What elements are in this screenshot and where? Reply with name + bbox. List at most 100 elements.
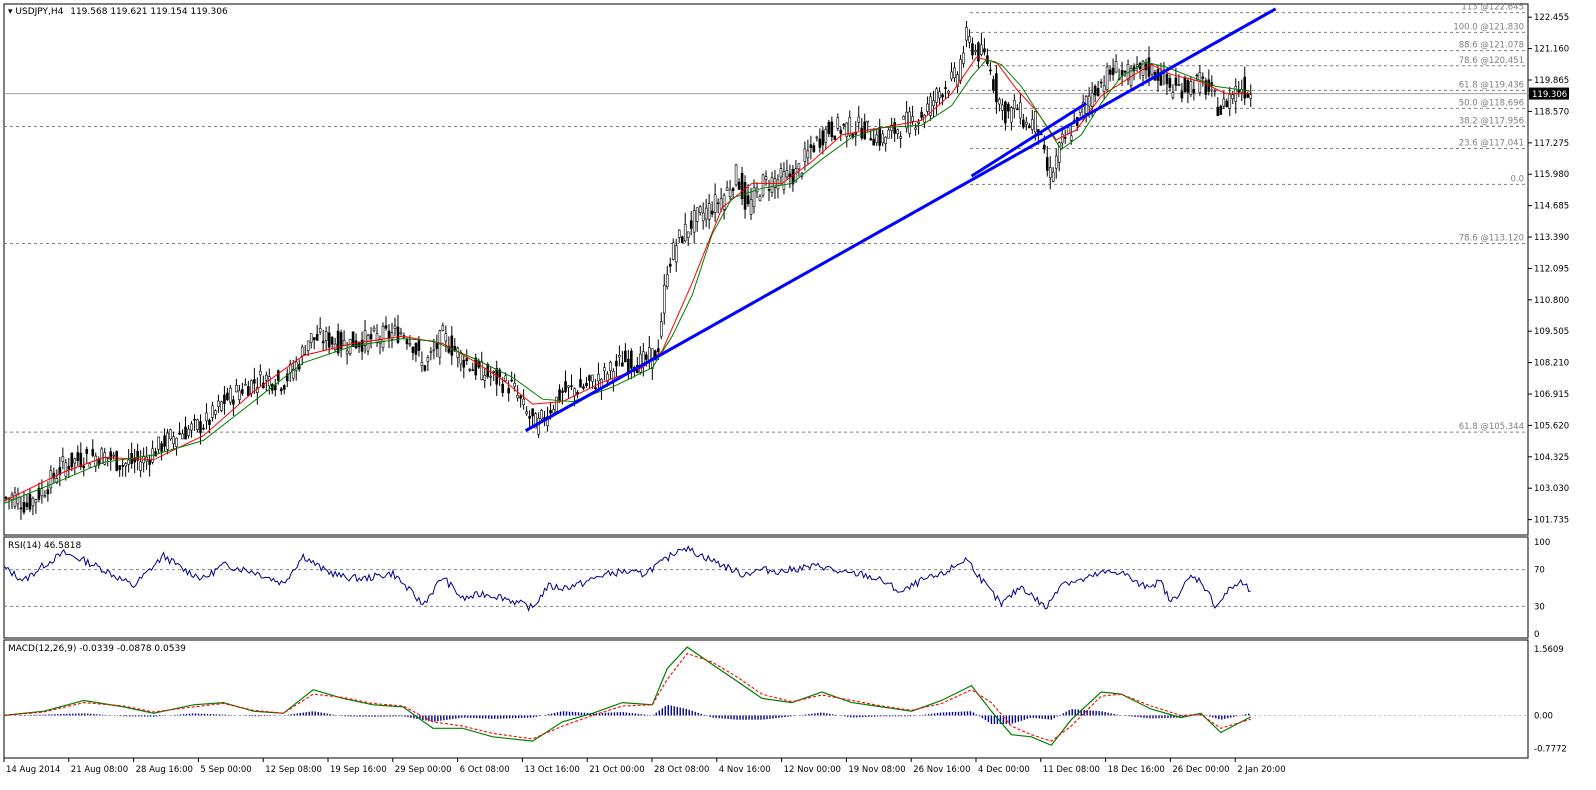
candle-body (950, 71, 953, 80)
candle-body (561, 390, 564, 393)
candle-body (16, 494, 20, 505)
candle-body (133, 458, 136, 463)
candle-body (390, 332, 394, 340)
fib-label-3: 78.6 @120.451 (1459, 56, 1524, 66)
candle-body (926, 103, 929, 112)
candle-body (1063, 137, 1067, 139)
macd-tick-label: -0.7772 (1534, 745, 1567, 755)
candle-body (1186, 80, 1190, 93)
candle-body (716, 202, 720, 205)
moving-average-green (3, 59, 1251, 504)
time-tick-label: 18 Dec 16:00 (1108, 765, 1165, 775)
candle-body (558, 389, 561, 402)
candle-body (58, 467, 62, 475)
candle-body (941, 94, 944, 98)
candle-body (22, 501, 26, 513)
candle-body (52, 472, 56, 479)
candle-body (989, 69, 992, 72)
candle-body (40, 488, 44, 497)
candle-body (468, 369, 472, 371)
candle-body (462, 359, 466, 368)
time-tick-label: 19 Sep 16:00 (330, 765, 387, 775)
rsi-line (3, 545, 1251, 613)
candle-body (190, 423, 193, 431)
candle-body (480, 361, 484, 381)
candle-body (540, 409, 543, 420)
candle-body (905, 111, 908, 129)
candle-body (163, 435, 166, 447)
candle-body (1120, 70, 1124, 76)
candle-body (594, 387, 597, 390)
candle-body (998, 99, 1001, 105)
time-tick-label: 26 Dec 00:00 (1172, 765, 1229, 775)
time-tick-label: 4 Dec 00:00 (978, 765, 1030, 775)
candle-body (205, 412, 208, 422)
candle-body (76, 452, 80, 461)
macd-tick-label: 0.00 (1534, 711, 1553, 721)
candle-body (890, 124, 893, 131)
candle-body (1022, 119, 1025, 128)
candle-body (166, 432, 169, 450)
candle-body (884, 136, 887, 144)
candle-body (291, 369, 295, 379)
candle-body (713, 194, 717, 213)
candle-body (202, 427, 205, 430)
candle-body (336, 330, 340, 354)
rsi-tick-label: 30 (1534, 602, 1545, 612)
macd-signal-line (3, 652, 1251, 742)
candle-body (689, 220, 693, 229)
candle-body (43, 495, 47, 498)
candle-body (1219, 105, 1223, 115)
candle-body (848, 117, 852, 136)
price-panel-frame (3, 3, 1529, 536)
time-tick-label: 28 Aug 16:00 (136, 765, 193, 775)
candle-body (830, 121, 834, 138)
candle-body (740, 172, 744, 200)
candle-body (85, 449, 89, 454)
candle-body (1105, 66, 1109, 90)
candle-body (208, 419, 211, 425)
candle-body (839, 129, 843, 134)
candle-body (962, 52, 965, 64)
candle-body (522, 398, 525, 406)
candle-body (887, 129, 890, 139)
candle-body (417, 340, 421, 351)
candle-body (351, 331, 355, 348)
candle-body (1087, 95, 1091, 107)
candle-body (609, 361, 612, 372)
candle-body (797, 163, 801, 170)
candle-body (812, 145, 816, 152)
candle-body (932, 100, 935, 107)
candle-body (573, 388, 576, 397)
candle-body (1123, 70, 1127, 73)
candle-body (597, 373, 600, 382)
candle-body (61, 456, 65, 462)
candle-body (1159, 73, 1163, 86)
candle-body (31, 497, 35, 507)
candle-body (4, 497, 8, 499)
candle-body (300, 346, 304, 357)
candle-body (665, 274, 669, 288)
candle-body (375, 333, 379, 344)
time-tick-label: 14 Aug 2014 (6, 765, 60, 775)
candle-body (671, 242, 675, 260)
candle-body (974, 50, 977, 53)
candle-body (737, 181, 741, 190)
price-tick-label: 113.390 (1534, 233, 1569, 243)
candle-body (582, 386, 585, 389)
candle-body (1228, 93, 1232, 110)
time-tick-label: 4 Nov 16:00 (719, 765, 771, 775)
candle-body (603, 367, 606, 372)
candle-body (869, 138, 873, 141)
candle-body (363, 330, 367, 346)
candle-body (387, 330, 391, 339)
candle-body (1213, 90, 1217, 92)
candle-body (914, 127, 917, 130)
price-tick-label: 119.865 (1534, 76, 1569, 86)
candle-body (253, 379, 256, 384)
candle-body (265, 374, 268, 381)
level-label-2: 78.6 @113.120 (1459, 234, 1524, 244)
price-tick-label: 114.685 (1534, 202, 1569, 212)
candle-body (695, 207, 699, 222)
candle-body (531, 408, 534, 417)
